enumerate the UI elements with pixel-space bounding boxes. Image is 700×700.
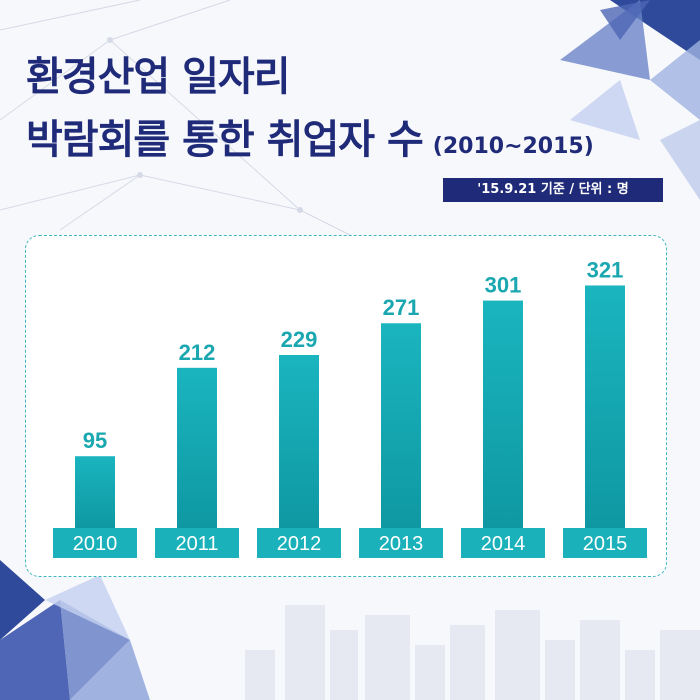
title-main: 박람회를 통한 취업자 수 <box>26 117 424 163</box>
value-label-2011: 212 <box>179 340 216 365</box>
bar-2013 <box>381 323 421 528</box>
category-label-2015: 2015 <box>583 533 628 555</box>
category-band-2010 <box>53 528 137 558</box>
category-band-2015 <box>563 528 647 558</box>
category-label-2012: 2012 <box>277 533 322 555</box>
bar-2014 <box>483 300 523 528</box>
chart-panel <box>25 235 667 577</box>
value-label-2013: 271 <box>383 295 420 320</box>
title-year-range: (2010~2015) <box>432 134 594 159</box>
value-label-2014: 301 <box>485 273 522 298</box>
value-label-2012: 229 <box>281 327 318 352</box>
category-label-2013: 2013 <box>379 533 424 555</box>
category-band-2011 <box>155 528 239 558</box>
title-line-2: 박람회를 통한 취업자 수 (2010~2015) <box>26 120 594 160</box>
title-line-1: 환경산업 일자리 <box>26 54 291 100</box>
value-label-2015: 321 <box>587 257 624 282</box>
category-band-2014 <box>461 528 545 558</box>
bar-2011 <box>177 367 217 528</box>
category-label-2011: 2011 <box>175 533 218 555</box>
category-band-2012 <box>257 528 341 558</box>
category-band-2013 <box>359 528 443 558</box>
category-label-2014: 2014 <box>481 533 526 555</box>
bar-2010 <box>75 456 115 528</box>
unit-note: '15.9.21 기준 / 단위 : 명 <box>443 178 663 202</box>
value-label-2010: 95 <box>83 428 107 453</box>
category-label-2010: 2010 <box>73 533 118 555</box>
bar-2015 <box>585 285 625 528</box>
bar-2012 <box>279 354 319 528</box>
